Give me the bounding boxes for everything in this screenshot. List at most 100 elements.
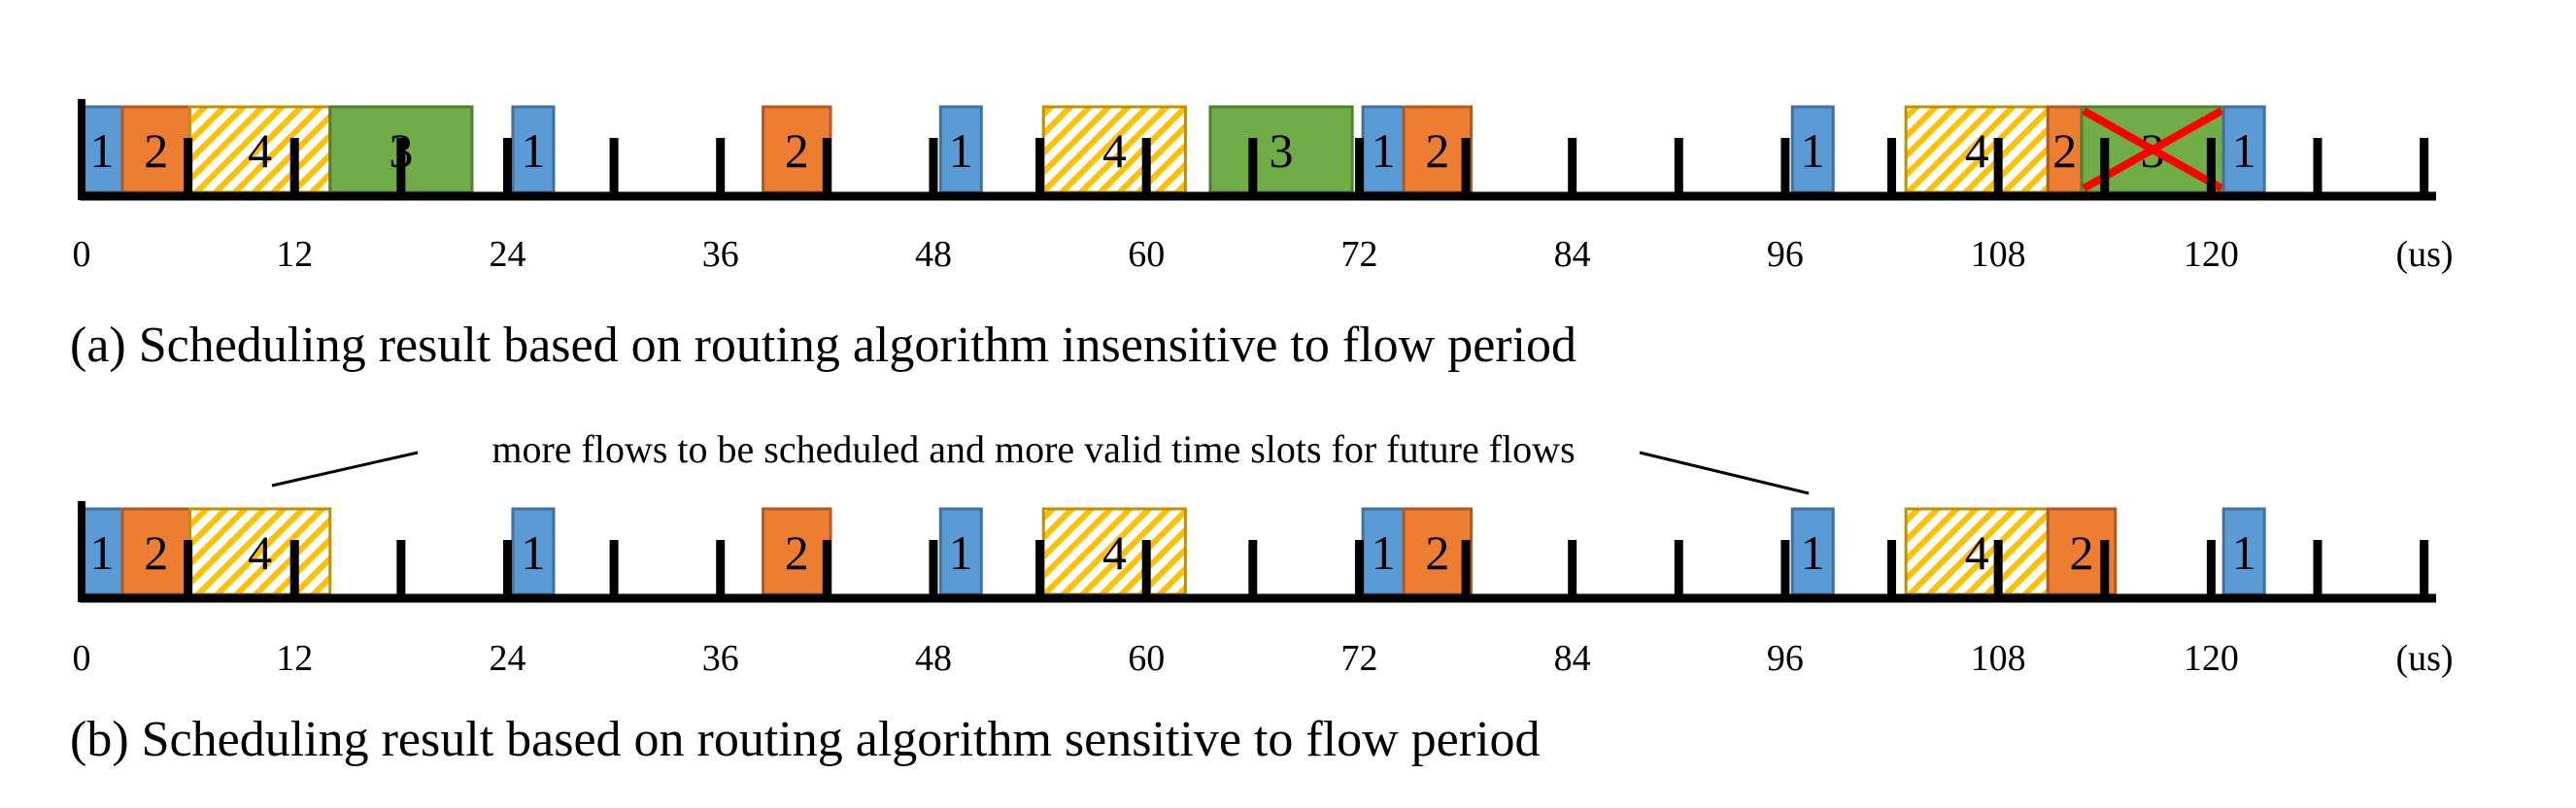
- slot-label: 1: [1372, 123, 1396, 178]
- slot-label: 4: [1965, 525, 1989, 580]
- tick-label: 48: [915, 638, 952, 679]
- timeline-b: more flows to be scheduled and more vali…: [70, 427, 2454, 767]
- tick-label: 120: [2184, 234, 2239, 275]
- slot-label: 2: [144, 123, 168, 178]
- slot-block: [1402, 507, 1474, 596]
- slot-label: 1: [2232, 123, 2256, 178]
- slot-label: 1: [1801, 123, 1825, 178]
- slot-flow-4: 4: [1041, 507, 1187, 596]
- slot-label: 2: [1425, 123, 1449, 178]
- slot-flow-2: 2: [1402, 105, 1474, 194]
- tick-label: 108: [1971, 638, 2026, 679]
- slot-label: 2: [785, 525, 809, 580]
- slot-block: [762, 507, 832, 596]
- slot-flow-1: 1: [1361, 105, 1406, 194]
- tick-label: 108: [1971, 234, 2026, 275]
- tick-label: 24: [489, 638, 525, 679]
- slot-label: 1: [521, 123, 545, 178]
- slot-label: 3: [1270, 123, 1294, 178]
- timeline-b-unit-label: (us): [2395, 638, 2453, 679]
- slot-flow-2: 2: [2046, 105, 2084, 194]
- tick-label: 48: [915, 234, 952, 275]
- tick-label: 96: [1767, 234, 1804, 275]
- slot-block: [1904, 105, 2050, 194]
- slot-block: [1208, 105, 1354, 194]
- timeline-a: 1243121431214231 01224364860728496108120…: [70, 99, 2454, 373]
- timeline-b-caption: (b) Scheduling result based on routing a…: [70, 712, 1541, 767]
- timeline-a-caption: (a) Scheduling result based on routing a…: [70, 318, 1576, 373]
- slot-flow-1: 1: [80, 507, 124, 596]
- slot-flow-2: 2: [762, 507, 832, 596]
- timeline-a-unit-label: (us): [2395, 234, 2453, 275]
- slot-block: [120, 507, 191, 596]
- tick-label: 12: [276, 234, 313, 275]
- tick-label: 60: [1128, 638, 1165, 679]
- slot-label: 4: [1102, 123, 1127, 178]
- slot-flow-4: 4: [1904, 105, 2050, 194]
- tick-label: 84: [1554, 234, 1591, 275]
- slot-label: 4: [248, 525, 272, 580]
- slot-flow-1: 1: [511, 105, 556, 194]
- tick-label: 72: [1340, 234, 1377, 275]
- timeline-a-blocks: 1243121431214231: [80, 105, 2266, 194]
- slot-label: 2: [785, 123, 809, 178]
- slot-block: [2046, 105, 2084, 194]
- slot-flow-1: 1: [1361, 507, 1406, 596]
- slot-label: 2: [1425, 525, 1449, 580]
- slot-flow-1: 1: [511, 507, 556, 596]
- slot-flow-2: 2: [120, 507, 191, 596]
- slot-flow-2: 2: [762, 105, 832, 194]
- timeline-b-ticks: [184, 540, 2429, 598]
- slot-block: [1790, 507, 1835, 596]
- timeline-b-note: more flows to be scheduled and more vali…: [491, 427, 1575, 471]
- timeline-a-tick-labels: 0 12 24 36 48 60 72 84 96 108 120: [73, 234, 2239, 275]
- tick-label: 36: [702, 234, 739, 275]
- slot-label: 4: [1965, 123, 1989, 178]
- tick-label: 36: [702, 638, 739, 679]
- tick-label: 120: [2184, 638, 2239, 679]
- slot-block: [2221, 507, 2266, 596]
- slot-flow-1: 1: [2221, 105, 2266, 194]
- slot-label: 1: [2232, 525, 2256, 580]
- tick-label: 0: [73, 234, 91, 275]
- slot-flow-3: 3: [1208, 105, 1354, 194]
- note-leader-right: [1639, 451, 1810, 495]
- slot-label: 1: [949, 123, 973, 178]
- slot-flow-1: 1: [2221, 507, 2266, 596]
- slot-label: 2: [144, 525, 168, 580]
- slot-label: 1: [1801, 525, 1825, 580]
- slot-block: [938, 105, 983, 194]
- slot-label: 4: [1102, 525, 1127, 580]
- tick-label: 12: [276, 638, 313, 679]
- tick-label: 0: [73, 638, 91, 679]
- slot-label: 4: [248, 123, 272, 178]
- slot-label: 2: [2052, 123, 2077, 178]
- slot-flow-2: 2: [1402, 507, 1474, 596]
- note-leader-left: [271, 451, 419, 488]
- slot-block: [187, 507, 332, 596]
- slot-flow-4: 4: [187, 105, 332, 194]
- tick-label: 24: [489, 234, 525, 275]
- tick-label: 96: [1767, 638, 1804, 679]
- slot-flow-4: 4: [1904, 507, 2050, 596]
- slot-flow-1: 1: [1790, 105, 1835, 194]
- slot-flow-1: 1: [938, 105, 983, 194]
- slot-flow-1: 1: [1790, 507, 1835, 596]
- slot-flow-1: 1: [938, 507, 983, 596]
- slot-label: 1: [521, 525, 545, 580]
- tick-label: 84: [1554, 638, 1591, 679]
- slot-label: 1: [90, 525, 115, 580]
- slot-block: [938, 507, 983, 596]
- slot-block: [1790, 105, 1835, 194]
- timeline-b-tick-labels: 0 12 24 36 48 60 72 84 96 108 120: [73, 638, 2239, 679]
- slot-flow-2: 2: [120, 105, 191, 194]
- slot-block: [1904, 507, 2050, 596]
- tick-label: 72: [1340, 638, 1377, 679]
- slot-label: 2: [2070, 525, 2094, 580]
- slot-flow-4: 4: [187, 507, 332, 596]
- tick-label: 60: [1128, 234, 1165, 275]
- slot-label: 1: [949, 525, 973, 580]
- slot-label: 1: [1372, 525, 1396, 580]
